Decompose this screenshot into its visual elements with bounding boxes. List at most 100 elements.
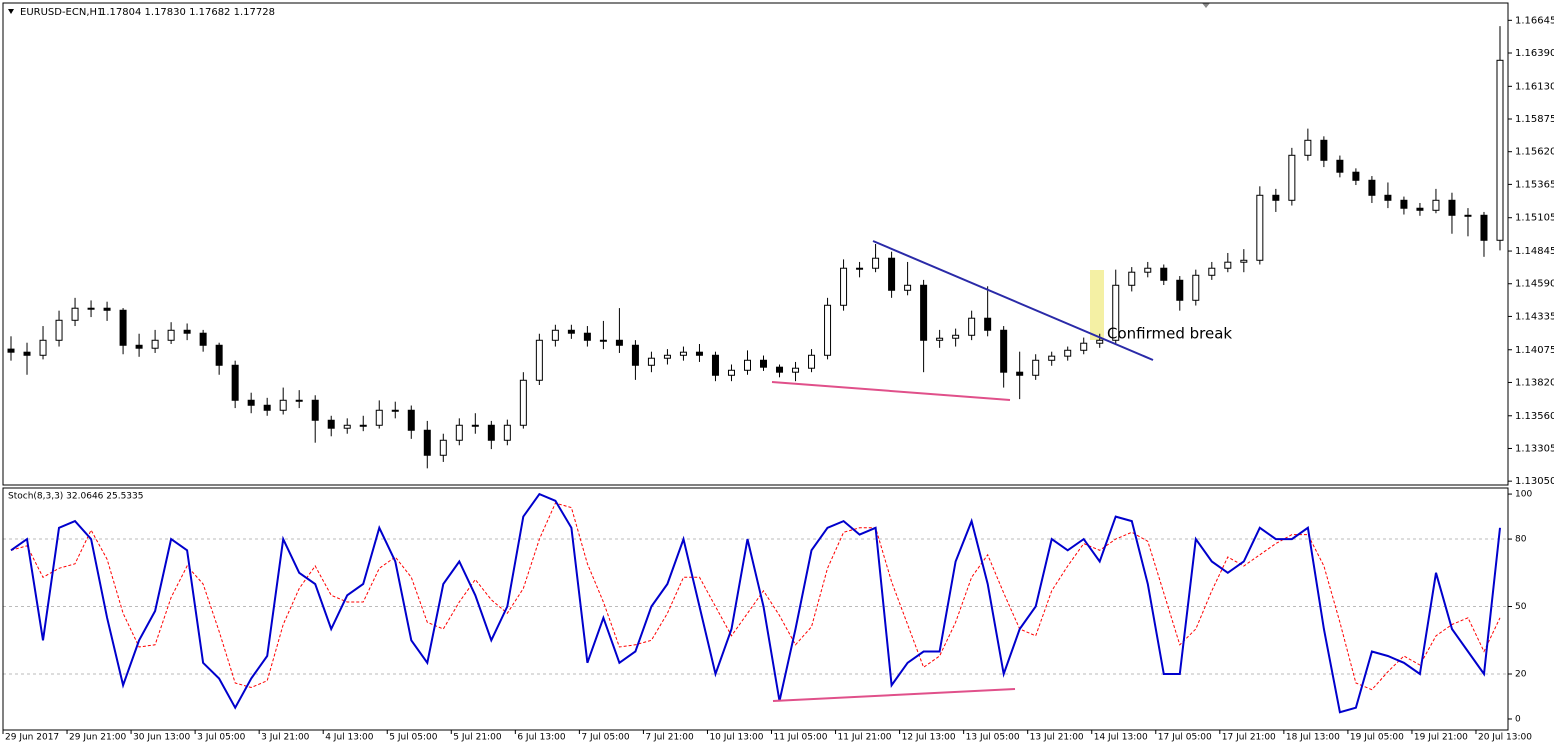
divergence-line bbox=[771, 381, 1011, 401]
candle-body bbox=[183, 329, 191, 334]
candle-body bbox=[39, 339, 47, 356]
y-tick-label: 1.15620 bbox=[1515, 147, 1554, 158]
candle-body bbox=[711, 354, 719, 376]
y-tick-label: 100 bbox=[1515, 490, 1532, 500]
candle-body bbox=[1048, 355, 1056, 361]
x-tick-label: 14 Jul 13:00 bbox=[1094, 733, 1148, 743]
candle-body bbox=[247, 399, 255, 406]
x-tick-label: 13 Jul 21:00 bbox=[1030, 733, 1084, 743]
candle-body bbox=[119, 309, 127, 346]
candle-body bbox=[615, 339, 623, 346]
candle-body bbox=[1384, 194, 1392, 201]
y-tick-label: 1.15365 bbox=[1515, 179, 1554, 190]
candle-body bbox=[391, 409, 399, 412]
candle-body bbox=[695, 351, 703, 356]
candle-body bbox=[1080, 342, 1088, 351]
indicator-frame bbox=[2, 487, 1509, 731]
y-tick-label: 1.13560 bbox=[1515, 411, 1554, 422]
x-tick-label: 11 Jul 05:00 bbox=[774, 733, 828, 743]
candle-body bbox=[663, 354, 671, 359]
candle-body bbox=[295, 399, 303, 402]
candle-body bbox=[856, 267, 864, 270]
candle-body bbox=[311, 399, 319, 421]
candle-body bbox=[87, 307, 95, 310]
candle-body bbox=[279, 399, 287, 411]
candle-body bbox=[1032, 359, 1040, 376]
y-tick-label: 1.14075 bbox=[1515, 345, 1554, 356]
x-tick-label: 10 Jul 13:00 bbox=[709, 733, 763, 743]
candle-body bbox=[1448, 199, 1456, 216]
y-tick-label: 1.16130 bbox=[1515, 81, 1554, 92]
y-tick-label: 1.14590 bbox=[1515, 279, 1554, 290]
x-tick-label: 17 Jul 21:00 bbox=[1222, 733, 1276, 743]
y-tick-label: 50 bbox=[1515, 602, 1527, 612]
candle-body bbox=[647, 357, 655, 366]
x-tick-label: 4 Jul 13:00 bbox=[325, 733, 374, 743]
x-tick-label: 6 Jul 13:00 bbox=[517, 733, 566, 743]
candle-body bbox=[215, 344, 223, 366]
candle-body bbox=[151, 339, 159, 349]
highlight bbox=[1090, 270, 1104, 340]
series-line bbox=[10, 502, 1501, 691]
candle-body bbox=[760, 359, 768, 368]
candle-body bbox=[551, 329, 559, 341]
candle-body bbox=[1336, 159, 1344, 173]
candle-body bbox=[727, 369, 735, 376]
candle-body bbox=[1400, 199, 1408, 209]
candle-body bbox=[679, 351, 687, 356]
candle-body bbox=[1208, 267, 1216, 276]
candle-body bbox=[1432, 199, 1440, 211]
y-tick-label: 1.13820 bbox=[1515, 377, 1554, 388]
divergence-line bbox=[772, 688, 1016, 702]
candle-body bbox=[888, 257, 896, 291]
candle-body bbox=[1128, 271, 1136, 286]
x-tick-label: 7 Jul 05:00 bbox=[581, 733, 630, 743]
shift-marker bbox=[1202, 3, 1210, 8]
menu-arrow bbox=[8, 9, 14, 14]
candle-body bbox=[1000, 329, 1008, 373]
candle-body bbox=[103, 307, 111, 311]
background-layer bbox=[1090, 270, 1104, 340]
candle-body bbox=[375, 409, 383, 426]
candle-body bbox=[327, 419, 335, 429]
candle-body bbox=[199, 332, 207, 346]
candle-body bbox=[1304, 139, 1312, 156]
candle-body bbox=[455, 424, 463, 441]
candle-body bbox=[23, 351, 31, 356]
candle-body bbox=[535, 339, 543, 381]
candle-body bbox=[567, 329, 575, 334]
indicator-title: Stoch(8,3,3) 32.0646 25.5335 bbox=[8, 492, 143, 502]
chart-title: EURUSD-ECN,H1 bbox=[20, 7, 103, 18]
y-tick-label: 1.15105 bbox=[1515, 213, 1554, 224]
candle-body bbox=[359, 424, 367, 427]
candle-body bbox=[1096, 339, 1104, 344]
x-tick-label: 3 Jul 05:00 bbox=[197, 733, 246, 743]
y-tick-label: 1.15875 bbox=[1515, 114, 1554, 125]
candle-body bbox=[1368, 179, 1376, 196]
y-tick-label: 1.14335 bbox=[1515, 311, 1554, 322]
candle-body bbox=[936, 337, 944, 341]
candle-body bbox=[1144, 267, 1152, 273]
candle-body bbox=[263, 404, 271, 411]
x-tick-label: 17 Jul 05:00 bbox=[1158, 733, 1212, 743]
x-tick-label: 5 Jul 21:00 bbox=[453, 733, 502, 743]
candle-body bbox=[824, 304, 832, 356]
chart-subtitle: 1.17804 1.17830 1.17682 1.17728 bbox=[100, 7, 275, 18]
y-tick-label: 1.14845 bbox=[1515, 246, 1554, 257]
candle-body bbox=[952, 334, 960, 339]
x-tick-label: 20 Jul 13:00 bbox=[1478, 733, 1532, 743]
marks-layer: 1.16645 1.16390 1.16130 1.15875 1.15620 1.153… bbox=[2, 15, 1554, 743]
x-tick-label: 19 Jul 05:00 bbox=[1350, 733, 1404, 743]
candle-body bbox=[1064, 349, 1072, 357]
y-tick-label: 1.13305 bbox=[1515, 443, 1554, 454]
candle-body bbox=[1352, 171, 1360, 181]
candle-body bbox=[487, 424, 495, 441]
x-tick-label: 19 Jul 21:00 bbox=[1414, 733, 1468, 743]
candle-body bbox=[1320, 139, 1328, 161]
y-tick-label: 1.16645 bbox=[1515, 15, 1554, 26]
candle-body bbox=[1016, 371, 1024, 376]
candle-body bbox=[792, 367, 800, 373]
candle-body bbox=[55, 319, 63, 341]
